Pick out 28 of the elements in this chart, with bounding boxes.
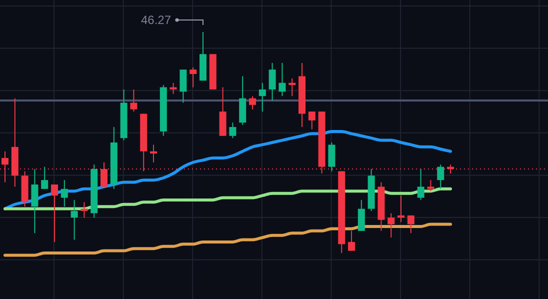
candlestick [249,96,256,110]
candlestick [358,199,365,232]
candlestick [388,212,395,238]
candlestick [278,62,286,97]
candlestick [70,199,78,240]
candlestick [180,69,187,104]
candlestick [150,144,157,163]
text: 46.27 [140,13,172,27]
candlestick [258,82,266,112]
candlestick [41,166,48,190]
candlestick [268,62,276,102]
candlestick [417,168,424,200]
candlestick [308,111,316,130]
candlestick [190,66,197,88]
candlestick [348,230,355,252]
candlestick [427,180,434,192]
candlestick [229,122,236,139]
candlestick [51,184,58,242]
candlestick [328,142,336,172]
candlestick [170,82,177,94]
candlestick [437,164,444,190]
candlestick [288,78,296,97]
candlestick [31,168,38,234]
candlestick [398,195,404,223]
candlestick [80,202,88,218]
candlestick [60,180,68,208]
candlestick [130,88,138,112]
candlestick [407,214,414,234]
